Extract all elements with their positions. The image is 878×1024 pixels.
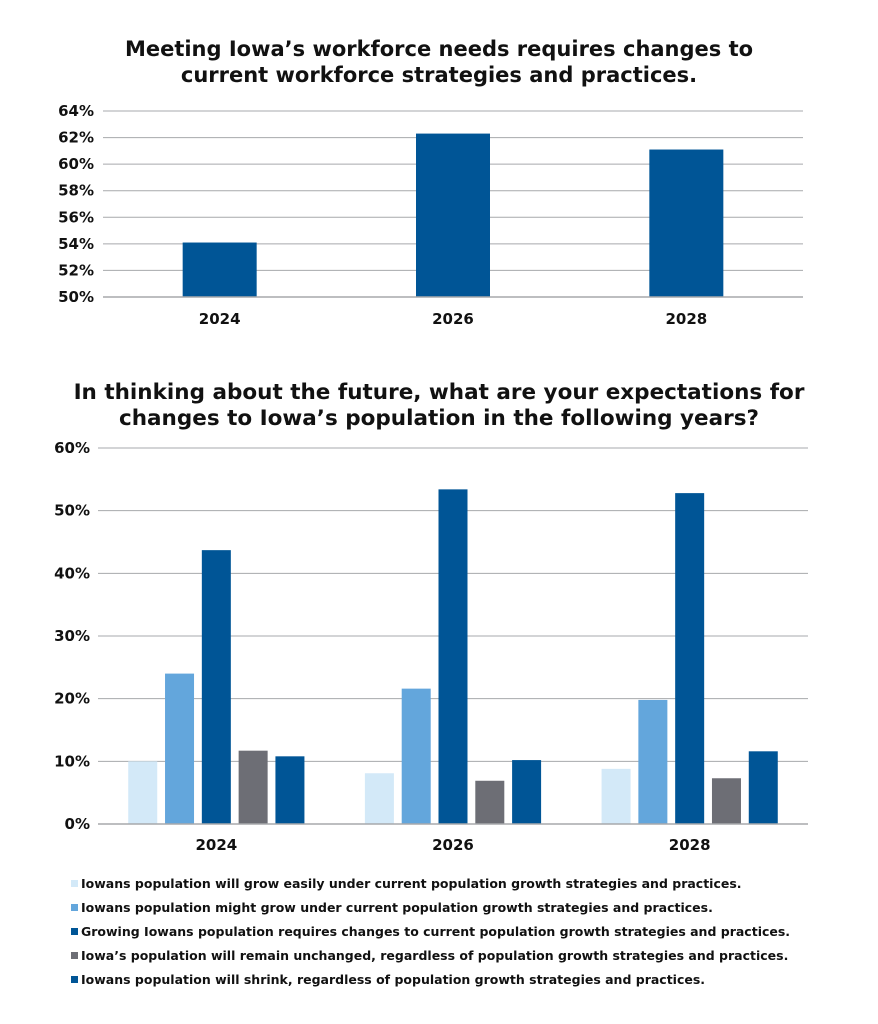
chart-2-y-tick-label: 0% — [65, 815, 90, 833]
legend-swatch — [71, 975, 78, 983]
legend-item: Iowa’s population will remain unchanged,… — [71, 943, 790, 967]
chart-2-bar — [711, 778, 741, 824]
chart-1-title-line-2: current workforce strategies and practic… — [180, 63, 698, 87]
chart-2-population: 60% 50% 40% 30% 20% 10% 0% 2024 2026 2028 — [54, 439, 808, 854]
chart-2-title-line-1: In thinking about the future, what are y… — [73, 380, 805, 405]
chart-2-bar — [401, 688, 431, 824]
chart-2-bar — [475, 780, 505, 824]
chart-1-workforce: 64% 62% 60% 58% 56% 54% 52% 50% 2024 2026 2028 — [58, 102, 803, 328]
chart-2-y-tick-label: 20% — [54, 690, 90, 708]
legend-label: Iowans population will grow easily under… — [81, 875, 742, 891]
chart-1-title-line-1: Meeting Iowa’s workforce needs requires … — [124, 37, 754, 61]
legend-swatch — [71, 903, 78, 911]
chart-2-x-tick-label: 2028 — [669, 836, 711, 854]
chart-2-bar — [128, 761, 158, 824]
legend-swatch — [71, 927, 78, 935]
chart-2-bar — [675, 493, 705, 824]
chart-1-x-tick-label: 2026 — [432, 310, 474, 328]
chart-1-y-tick-label: 62% — [58, 129, 94, 147]
chart-2-x-tick-label: 2024 — [195, 836, 237, 854]
chart-2-bar — [438, 489, 468, 824]
chart-1-bar — [182, 242, 257, 297]
chart-2-bar — [512, 760, 542, 824]
legend-item: Growing Iowans population requires chang… — [71, 919, 790, 943]
chart-2-bar — [638, 699, 668, 824]
legend-item: Iowans population might grow under curre… — [71, 895, 790, 919]
chart-2-x-tick-label: 2026 — [432, 836, 474, 854]
legend-label: Iowa’s population will remain unchanged,… — [81, 947, 789, 963]
chart-1-y-tick-label: 56% — [58, 208, 94, 226]
chart-2-bar — [601, 768, 631, 824]
legend-label: Iowans population will shrink, regardles… — [81, 971, 706, 987]
chart-1-y-tick-label: 50% — [58, 288, 94, 306]
chart-2-bar — [748, 751, 778, 824]
chart-1-x-tick-label: 2024 — [199, 310, 241, 328]
chart-2-bar — [165, 673, 195, 824]
chart-1-y-tick-label: 58% — [58, 182, 94, 200]
chart-2-y-tick-label: 10% — [54, 752, 90, 770]
chart-1-x-tick-label: 2028 — [665, 310, 707, 328]
chart-2-bar — [201, 550, 231, 824]
chart-1-y-tick-label: 64% — [58, 102, 94, 120]
legend-item: Iowans population will grow easily under… — [71, 871, 790, 895]
chart-2-title-line-2: changes to Iowa’s population in the foll… — [118, 406, 760, 431]
chart-1-title: Meeting Iowa’s workforce needs requires … — [0, 36, 878, 88]
chart-2-y-tick-label: 50% — [54, 502, 90, 520]
legend-item: Iowans population will shrink, regardles… — [71, 967, 790, 991]
chart-2-y-tick-label: 30% — [54, 627, 90, 645]
legend-label: Iowans population might grow under curre… — [81, 899, 713, 915]
legend-swatch — [71, 951, 78, 959]
chart-2-bar — [238, 750, 268, 824]
chart-1-y-tick-label: 52% — [58, 261, 94, 279]
chart-2-bar — [275, 756, 305, 824]
chart-2-y-tick-label: 60% — [54, 439, 90, 457]
legend-label: Growing Iowans population requires chang… — [81, 923, 791, 939]
chart-1-y-tick-label: 60% — [58, 155, 94, 173]
chart-1-y-tick-label: 54% — [58, 235, 94, 253]
legend-swatch — [71, 879, 78, 887]
chart-1-bar — [649, 149, 724, 297]
chart-2-title: In thinking about the future, what are y… — [0, 380, 878, 432]
chart-2-legend: Iowans population will grow easily under… — [71, 871, 790, 991]
chart-2-bar — [364, 773, 394, 824]
chart-2-y-tick-label: 40% — [54, 564, 90, 582]
chart-1-bar — [416, 133, 490, 297]
